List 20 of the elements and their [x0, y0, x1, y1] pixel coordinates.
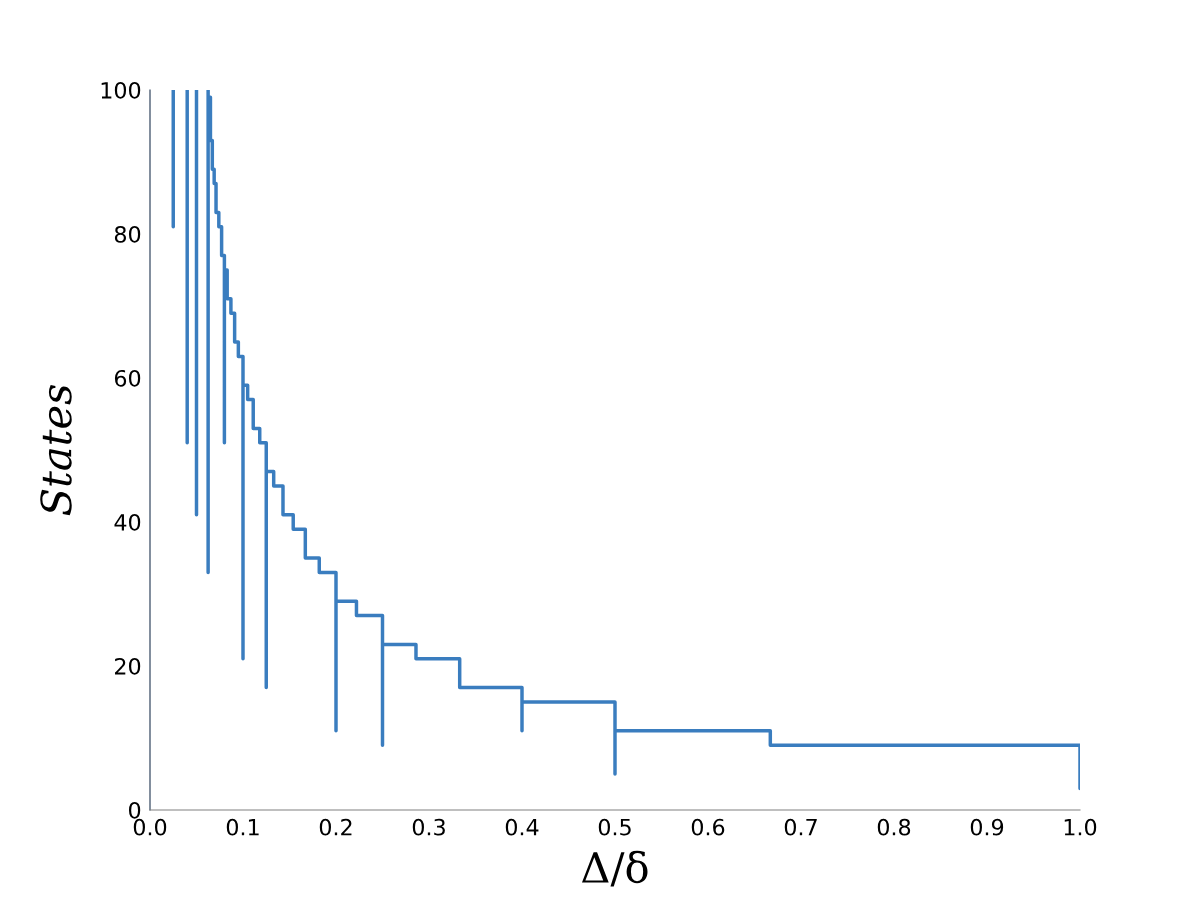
- x-tick-label: 0.7: [784, 818, 817, 836]
- y-tick-label: 40: [114, 513, 141, 531]
- x-tick-label: 1.0: [1064, 818, 1097, 836]
- x-tick-label: 0.1: [226, 818, 259, 836]
- y-tick-label: 60: [114, 369, 141, 387]
- x-tick-label: 0.4: [505, 818, 539, 836]
- x-tick-label: 0.8: [877, 818, 911, 836]
- x-tick-label: 0.6: [691, 818, 725, 836]
- x-tick-label: 0.5: [598, 818, 631, 836]
- y-tick-label: 0: [128, 801, 141, 819]
- x-tick-label: 0.0: [133, 818, 167, 836]
- x-tick-label: 0.3: [412, 818, 445, 836]
- x-tick-label: 0.2: [319, 818, 352, 836]
- x-axis-title: Δ/δ: [581, 850, 648, 887]
- y-tick-label: 20: [115, 657, 141, 675]
- x-tick-label: 0.9: [970, 818, 1004, 836]
- y-tick-label: 80: [114, 225, 141, 243]
- line-series: [206, 90, 1080, 791]
- y-axis-title: States: [40, 384, 72, 516]
- y-tick-label: 100: [101, 81, 141, 99]
